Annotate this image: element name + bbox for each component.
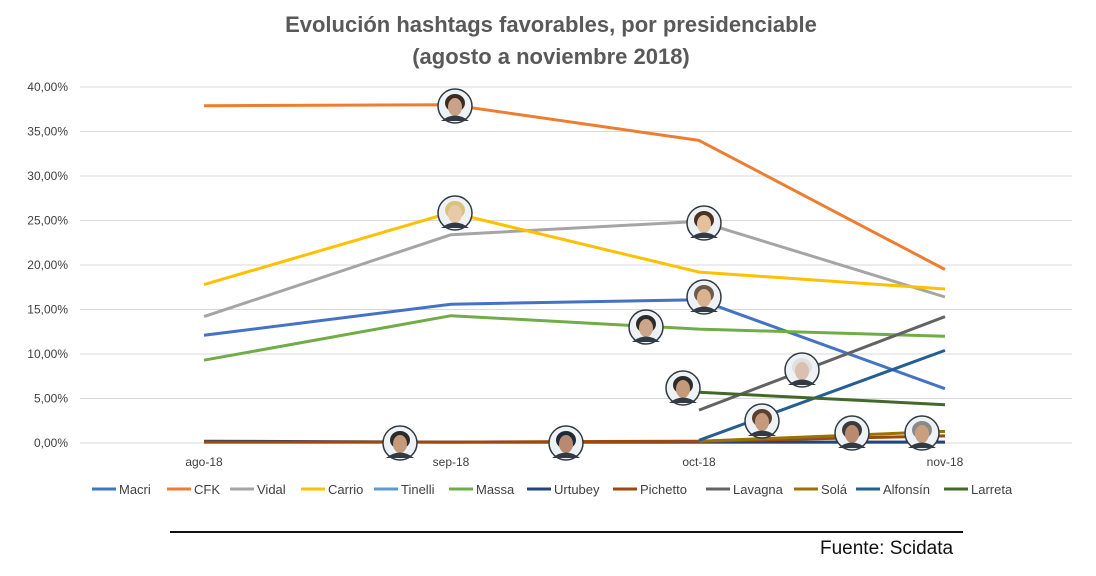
legend-label: Urtubey [554,482,600,497]
x-tick-label: sep-18 [433,455,470,469]
series-line-massa [203,314,946,362]
avatar-macri [686,279,722,315]
y-tick-label: 0,00% [34,436,68,450]
avatar-pichetto [834,415,870,451]
legend-label: CFK [194,482,220,497]
y-tick-label: 40,00% [27,80,68,94]
legend-label: Massa [476,482,515,497]
avatar-lavagna [784,352,820,388]
y-tick-label: 35,00% [27,125,68,139]
chart-title-line-2: (agosto a noviembre 2018) [412,44,690,69]
avatar-larreta [665,370,701,406]
legend-label: Alfonsín [883,482,930,497]
avatar-massa [628,309,664,345]
x-tick-label: nov-18 [927,455,964,469]
y-tick-label: 5,00% [34,392,68,406]
avatar-tinelli [548,425,584,461]
legend: Macri CFK Vidal Carrio Tinelli Massa Urtubey Pi… [92,482,1013,497]
series-line-solá [698,429,946,443]
y-tick-label: 10,00% [27,347,68,361]
series-line-cfk [203,103,946,271]
x-axis-ticks: ago-18 sep-18 oct-18 nov-18 [185,455,963,469]
avatar-vidal [686,205,722,241]
series-line-vidal [203,219,946,319]
avatar-solá [904,415,940,451]
legend-label: Carrio [328,482,363,497]
avatar-alfonsín [744,403,780,439]
source-note: Fuente: Scidata [820,538,954,559]
source-divider [170,531,963,533]
legend-label: Solá [821,482,848,497]
series-lines [203,103,946,444]
series-line-macri [203,298,946,391]
series-line-alfonsín [698,348,946,442]
chart-title-line-1: Evolución hashtags favorables, por presi… [285,12,817,37]
legend-label: Pichetto [640,482,687,497]
series-line-carrio [203,211,946,291]
avatar-carrio [437,195,473,231]
y-tick-label: 25,00% [27,214,68,228]
x-tick-label: oct-18 [682,455,716,469]
series-line-larreta [698,390,946,407]
y-tick-label: 15,00% [27,303,68,317]
candidate-avatars [382,88,940,461]
y-axis-ticks: 0,00% 5,00% 10,00% 15,00% 20,00% 25,00% 30,00%… [27,80,68,450]
avatar-cfk [437,88,473,124]
legend-label: Larreta [971,482,1013,497]
y-tick-label: 20,00% [27,258,68,272]
y-tick-label: 30,00% [27,169,68,183]
gridlines [80,86,1072,444]
avatar-urtubey [382,425,418,461]
legend-label: Macri [119,482,151,497]
legend-label: Vidal [257,482,286,497]
x-tick-label: ago-18 [185,455,223,469]
legend-label: Tinelli [401,482,435,497]
legend-label: Lavagna [733,482,784,497]
